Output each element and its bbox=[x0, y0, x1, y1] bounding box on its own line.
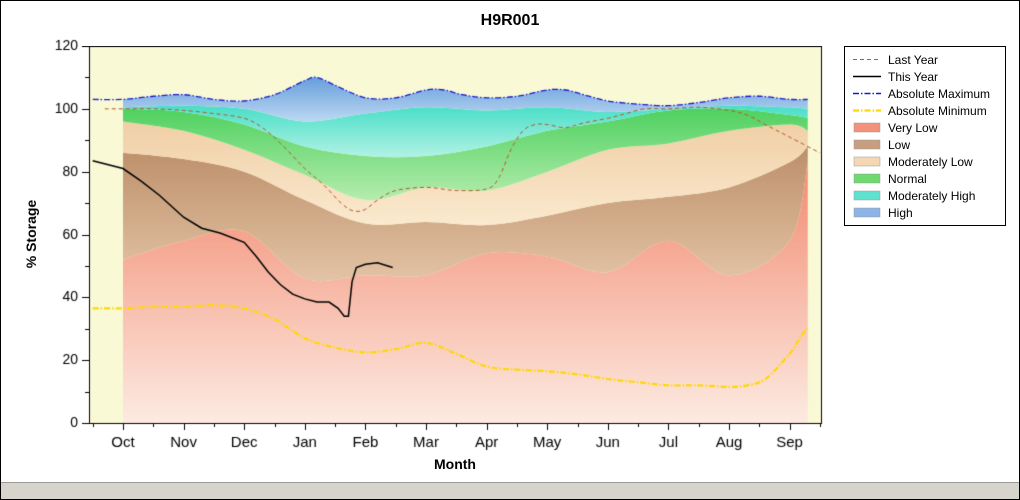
legend-label: Absolute Maximum bbox=[888, 86, 991, 101]
legend-color-swatch-icon bbox=[853, 156, 881, 167]
legend-label: This Year bbox=[888, 69, 939, 84]
legend-item-absolute-minimum: Absolute Minimum bbox=[852, 102, 1001, 119]
legend-color-swatch-icon bbox=[853, 139, 881, 150]
legend-color-swatch-icon bbox=[853, 173, 881, 184]
legend-line-sample-icon bbox=[853, 75, 881, 78]
legend-item-moderately-low: Moderately Low bbox=[852, 153, 1001, 170]
legend-label: Very Low bbox=[888, 120, 938, 135]
y-axis-label: % Storage bbox=[23, 199, 39, 269]
legend-color-swatch-icon bbox=[853, 122, 881, 133]
legend-label: Moderately Low bbox=[888, 154, 973, 169]
legend-item-absolute-maximum: Absolute Maximum bbox=[852, 85, 1001, 102]
legend-line-sample-icon bbox=[853, 92, 881, 95]
legend-line-sample-icon bbox=[853, 59, 881, 60]
legend-color-swatch-icon bbox=[853, 207, 881, 218]
legend-item-this-year: This Year bbox=[852, 68, 1001, 85]
x-axis-label: Month bbox=[434, 456, 476, 472]
legend-label: Last Year bbox=[888, 52, 939, 67]
legend: Last Year This Year Absolute Maximum Absolu… bbox=[844, 46, 1006, 226]
legend-item-moderately-high: Moderately High bbox=[852, 187, 1001, 204]
legend-label: Low bbox=[888, 137, 911, 152]
legend-item-high: High bbox=[852, 204, 1001, 221]
legend-color-swatch-icon bbox=[853, 190, 881, 201]
legend-item-normal: Normal bbox=[852, 170, 1001, 187]
legend-label: Absolute Minimum bbox=[888, 103, 987, 118]
legend-item-low: Low bbox=[852, 136, 1001, 153]
legend-label: Normal bbox=[888, 171, 927, 186]
legend-item-last-year: Last Year bbox=[852, 51, 1001, 68]
legend-line-sample-icon bbox=[853, 109, 881, 112]
legend-item-very-low: Very Low bbox=[852, 119, 1001, 136]
status-bar bbox=[1, 482, 1019, 499]
legend-label: Moderately High bbox=[888, 188, 976, 203]
legend-label: High bbox=[888, 205, 913, 220]
chart-title: H9R001 bbox=[480, 12, 540, 29]
